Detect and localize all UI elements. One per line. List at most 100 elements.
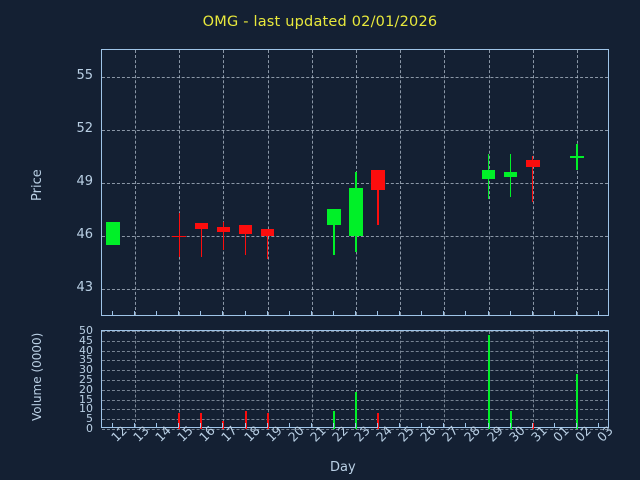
candle-body xyxy=(260,228,275,236)
candle-wick xyxy=(531,156,534,203)
volume-day-gridline xyxy=(400,331,402,427)
volume-gridline xyxy=(102,360,608,362)
x-tick xyxy=(597,311,599,316)
volume-bar xyxy=(244,411,247,429)
x-tick xyxy=(266,423,268,428)
volume-day-gridline xyxy=(311,331,313,427)
x-tick xyxy=(509,311,511,316)
x-tick xyxy=(487,311,489,316)
x-tick xyxy=(377,423,379,428)
volume-bar xyxy=(200,413,203,429)
price-plot-area xyxy=(101,49,609,316)
day-gridline xyxy=(135,50,137,315)
volume-tick-label: 35 xyxy=(79,353,93,367)
candle-body xyxy=(194,223,209,229)
volume-plot-area xyxy=(101,330,609,430)
x-tick xyxy=(288,423,290,428)
volume-tick-label: 30 xyxy=(79,363,93,377)
volume-axis-title: Volume (0000) xyxy=(30,332,44,421)
volume-bar xyxy=(531,423,534,429)
volume-bar xyxy=(178,413,181,429)
volume-day-gridline xyxy=(223,331,225,427)
volume-gridline xyxy=(102,380,608,381)
volume-tick-label: 20 xyxy=(79,382,93,396)
candle-wick xyxy=(333,209,335,256)
x-tick xyxy=(112,311,114,316)
x-tick xyxy=(310,423,312,428)
candle-body xyxy=(238,225,253,234)
x-tick xyxy=(178,311,180,316)
price-tick-label: 49 xyxy=(76,173,93,189)
candle-wick xyxy=(178,212,181,257)
price-tick-label: 43 xyxy=(76,279,93,295)
volume-day-gridline xyxy=(444,331,446,427)
x-axis-title: Day xyxy=(330,460,356,475)
x-tick xyxy=(200,423,202,428)
x-tick xyxy=(222,311,224,316)
x-tick xyxy=(244,311,246,316)
volume-bar xyxy=(332,411,335,429)
candle-body xyxy=(525,159,540,167)
candle-wick xyxy=(244,225,247,256)
candle-wick xyxy=(222,221,225,250)
x-tick xyxy=(443,311,445,316)
candle-body xyxy=(503,172,518,178)
price-tick-label: 52 xyxy=(76,120,93,136)
candle-body xyxy=(349,187,363,236)
volume-bar xyxy=(266,413,269,429)
candle-body xyxy=(216,226,231,233)
volume-bar xyxy=(487,334,490,429)
x-tick xyxy=(266,311,268,316)
x-tick xyxy=(443,423,445,428)
volume-day-gridline xyxy=(267,331,269,427)
candle-body xyxy=(570,156,584,158)
candle-body xyxy=(371,170,385,190)
volume-bar xyxy=(222,421,225,429)
volume-bar xyxy=(377,413,380,429)
x-tick xyxy=(377,311,379,316)
volume-gridline xyxy=(102,370,608,372)
volume-gridline xyxy=(102,350,608,352)
volume-day-gridline xyxy=(356,331,357,427)
x-tick xyxy=(332,311,334,316)
x-tick xyxy=(575,423,577,428)
volume-tick-label: 50 xyxy=(79,324,93,337)
day-gridline xyxy=(179,50,181,315)
volume-day-gridline xyxy=(135,331,137,427)
volume-tick-label: 0 xyxy=(86,422,93,435)
volume-gridline xyxy=(102,331,608,332)
x-tick xyxy=(222,423,224,428)
x-tick xyxy=(134,423,136,428)
price-gridline xyxy=(102,288,608,290)
volume-tick-label: 5 xyxy=(86,412,93,426)
x-tick xyxy=(200,311,202,316)
price-tick-label: 46 xyxy=(76,226,93,242)
x-tick xyxy=(421,311,423,316)
day-gridline xyxy=(400,50,402,315)
day-gridline xyxy=(223,50,225,315)
price-gridline xyxy=(102,129,608,131)
candle-body xyxy=(106,221,120,245)
day-gridline xyxy=(311,50,313,315)
volume-bar xyxy=(509,411,512,429)
x-tick xyxy=(134,311,136,316)
x-tick xyxy=(355,423,356,428)
candle-wick xyxy=(266,228,269,259)
x-tick xyxy=(553,423,555,428)
volume-tick-label: 25 xyxy=(79,373,93,386)
price-gridline xyxy=(102,76,608,78)
x-tick xyxy=(399,311,401,316)
x-tick xyxy=(112,423,114,428)
x-tick xyxy=(244,423,246,428)
x-tick xyxy=(487,423,489,428)
x-tick xyxy=(531,423,533,428)
x-tick xyxy=(531,311,533,316)
day-gridline xyxy=(267,50,269,315)
volume-bar xyxy=(575,374,578,429)
x-tick xyxy=(465,311,467,316)
volume-tick-label: 10 xyxy=(79,402,93,416)
x-tick xyxy=(288,311,290,316)
volume-tick-label: 40 xyxy=(79,343,93,357)
price-tick-label: 55 xyxy=(76,67,93,83)
